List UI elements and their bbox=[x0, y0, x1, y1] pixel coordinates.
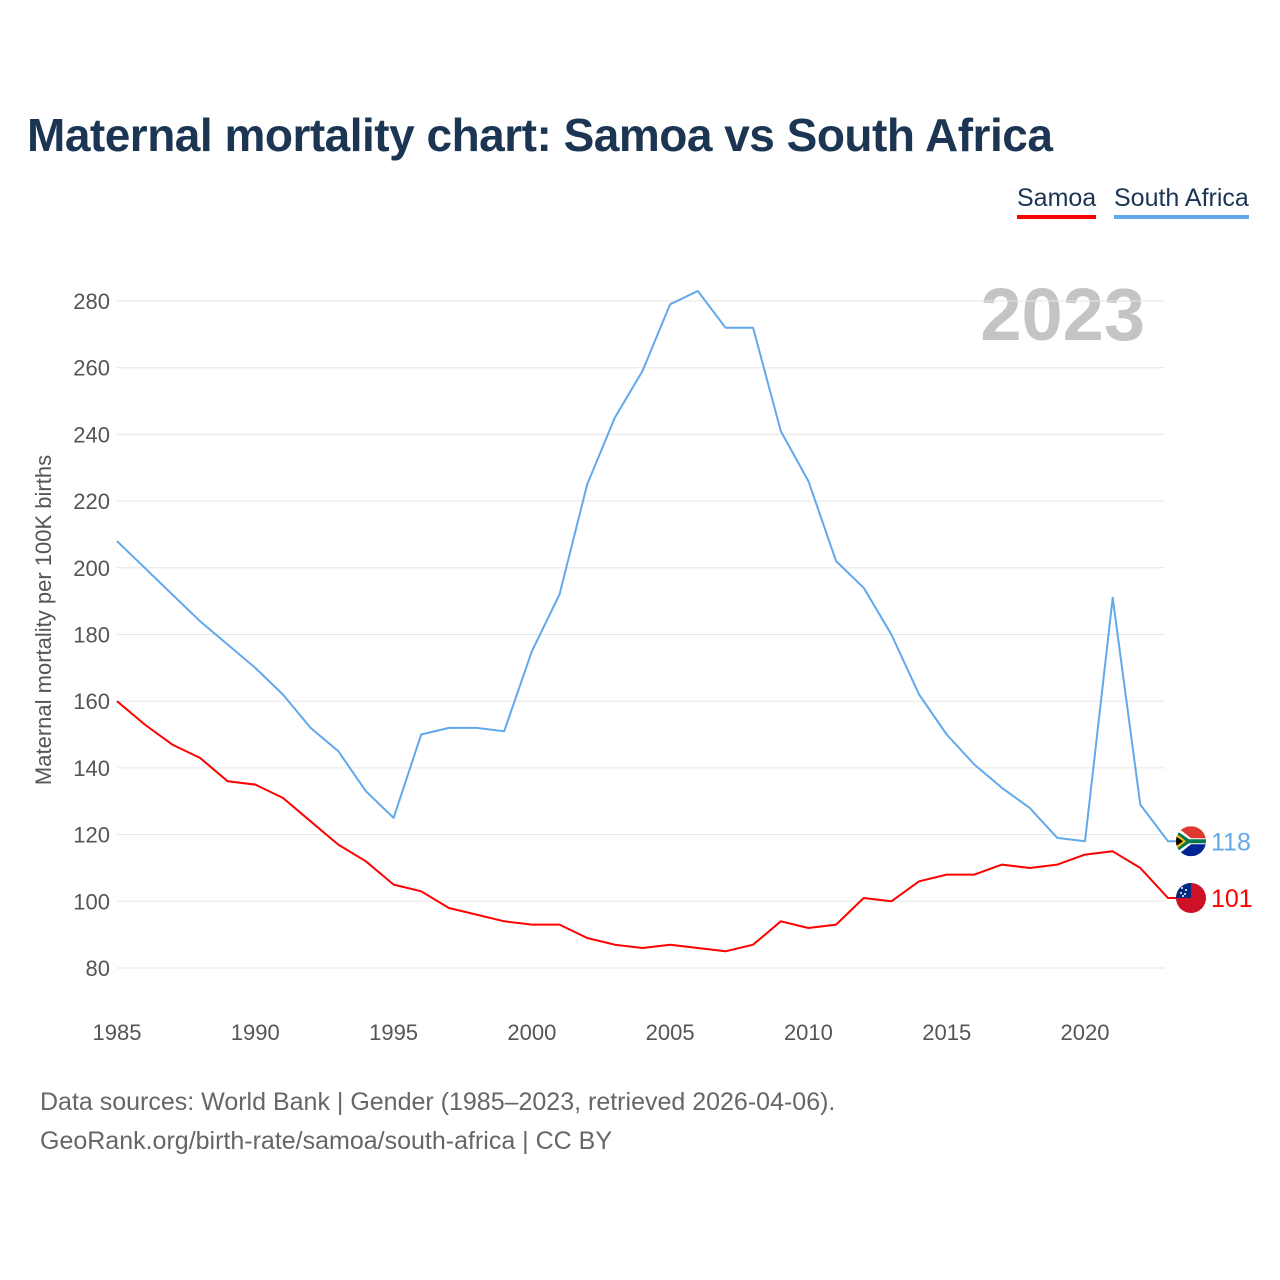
x-tick-label: 1995 bbox=[369, 1020, 418, 1045]
south-africa-flag-icon bbox=[1176, 826, 1206, 857]
y-tick-label: 160 bbox=[73, 689, 110, 714]
x-tick-label: 2015 bbox=[922, 1020, 971, 1045]
y-tick-label: 180 bbox=[73, 623, 110, 648]
y-tick-label: 200 bbox=[73, 556, 110, 581]
y-tick-label: 260 bbox=[73, 356, 110, 381]
samoa-flag-icon bbox=[1176, 882, 1206, 913]
legend-samoa[interactable]: Samoa bbox=[1017, 184, 1097, 219]
source-link[interactable]: GeoRank.org/birth-rate/samoa/south-afric… bbox=[40, 1127, 613, 1155]
y-tick-label: 80 bbox=[86, 956, 110, 981]
series-line-samoa bbox=[116, 700, 1180, 953]
x-tick-label: 2005 bbox=[646, 1020, 695, 1045]
y-axis-label: Maternal mortality per 100K births bbox=[31, 455, 56, 785]
y-tick-label: 220 bbox=[73, 489, 110, 514]
x-tick-label: 2000 bbox=[507, 1020, 556, 1045]
end-value-label-south-africa: 118 bbox=[1211, 828, 1251, 856]
year-watermark: 2023 bbox=[980, 273, 1145, 356]
chart-title: Maternal mortality chart: Samoa vs South… bbox=[27, 109, 1053, 161]
y-tick-label: 240 bbox=[73, 422, 110, 447]
end-value-label-samoa: 101 bbox=[1211, 885, 1253, 913]
x-tick-label: 2020 bbox=[1061, 1020, 1110, 1045]
y-tick-label: 120 bbox=[73, 823, 110, 848]
legend-south-africa[interactable]: South Africa bbox=[1114, 184, 1249, 219]
x-tick-label: 1990 bbox=[231, 1020, 280, 1045]
x-tick-label: 1985 bbox=[93, 1020, 142, 1045]
y-tick-label: 100 bbox=[73, 889, 110, 914]
series-line-south-africa bbox=[116, 290, 1180, 843]
y-tick-label: 140 bbox=[73, 756, 110, 781]
x-tick-label: 2010 bbox=[784, 1020, 833, 1045]
source-text: Data sources: World Bank | Gender (1985–… bbox=[40, 1088, 836, 1116]
y-tick-label: 280 bbox=[73, 289, 110, 314]
